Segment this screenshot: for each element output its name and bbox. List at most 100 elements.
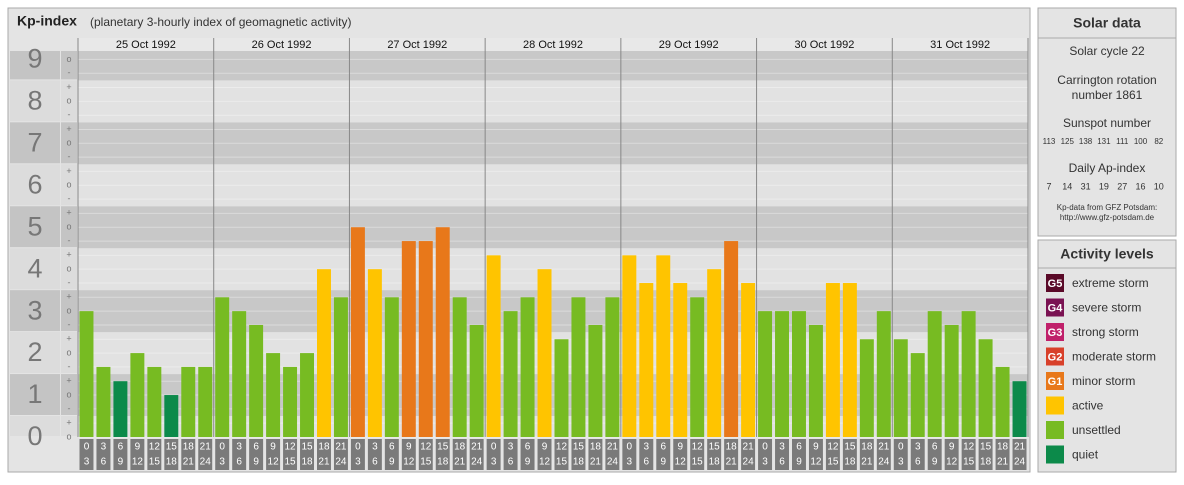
- date-label: 29 Oct 1992: [659, 39, 719, 51]
- y-minor-cell: [61, 290, 77, 332]
- bar: [266, 353, 281, 437]
- sunspot-number: 82: [1154, 137, 1163, 146]
- hour-label: 6: [796, 442, 802, 453]
- y-minor-label: o: [66, 222, 71, 232]
- hour-label: 18: [997, 442, 1009, 453]
- legend-swatch: [1046, 323, 1064, 341]
- bar: [554, 339, 569, 437]
- hour-label: 15: [573, 442, 585, 453]
- hour-box: [503, 439, 518, 470]
- hour-label: 18: [709, 457, 721, 468]
- hour-label: 12: [132, 457, 144, 468]
- hour-box: [249, 439, 264, 470]
- y-tick-label: 3: [27, 295, 42, 325]
- hour-label: 15: [420, 457, 432, 468]
- sunspot-number: 131: [1097, 137, 1111, 146]
- sunspot-number: 111: [1116, 137, 1129, 146]
- y-minor-label: +: [66, 418, 71, 428]
- legend-label: extreme storm: [1072, 276, 1149, 290]
- y-minor-label: -: [68, 193, 71, 203]
- hour-box: [995, 439, 1010, 470]
- legend-label: active: [1072, 399, 1104, 413]
- hour-label: 24: [1014, 457, 1026, 468]
- bar: [893, 339, 908, 437]
- hour-label: 21: [335, 442, 347, 453]
- solar-panel: [1037, 7, 1177, 237]
- hour-box: [367, 439, 382, 470]
- y-minor-label: -: [68, 319, 71, 329]
- hour-label: 0: [355, 442, 361, 453]
- hour-box: [876, 439, 891, 470]
- y-label-cell: [10, 374, 60, 416]
- hour-label: 21: [200, 442, 212, 453]
- bar: [130, 353, 145, 437]
- hour-label: 9: [406, 442, 412, 453]
- legend-code: G4: [1048, 302, 1064, 314]
- hour-box: [741, 439, 756, 470]
- hour-label: 12: [946, 457, 958, 468]
- legend-swatch: [1046, 445, 1064, 464]
- bar: [520, 297, 535, 437]
- hour-label: 3: [219, 457, 225, 468]
- ap-index: 19: [1099, 181, 1109, 191]
- hour-label: 24: [607, 457, 619, 468]
- hour-box: [333, 439, 348, 470]
- hour-label: 24: [471, 457, 483, 468]
- y-label-cell: [10, 416, 60, 436]
- bar: [537, 269, 552, 437]
- hour-label: 0: [898, 442, 904, 453]
- hour-box: [96, 439, 111, 470]
- solar-title: Solar data: [1073, 15, 1141, 31]
- bar: [673, 283, 688, 437]
- legend-swatch: [1046, 372, 1064, 390]
- y-minor-label: -: [68, 277, 71, 287]
- y-tick-label: 2: [27, 337, 42, 367]
- hour-label: 12: [963, 442, 975, 453]
- date-label: 27 Oct 1992: [387, 39, 447, 51]
- sunspot-title: Sunspot number: [1063, 116, 1151, 130]
- bar: [927, 311, 942, 437]
- bar: [775, 311, 789, 437]
- carrington: number 1861: [1072, 88, 1143, 102]
- hour-label: 12: [284, 442, 296, 453]
- hour-label: 3: [898, 457, 904, 468]
- hour-label: 12: [420, 442, 432, 453]
- date-label: 31 Oct 1992: [930, 39, 990, 51]
- band: [78, 248, 1028, 291]
- hour-box: [944, 439, 959, 470]
- y-minor-label: -: [68, 403, 71, 413]
- ap-title: Daily Ap-index: [1069, 161, 1146, 175]
- hour-label: 12: [403, 457, 415, 468]
- hour-label: 21: [183, 457, 195, 468]
- hour-label: 18: [980, 457, 992, 468]
- legend-label: severe storm: [1072, 301, 1141, 315]
- hour-label: 0: [627, 442, 633, 453]
- hour-label: 6: [236, 457, 242, 468]
- y-minor-cell: [61, 164, 77, 206]
- bar: [232, 311, 247, 437]
- hour-box: [198, 439, 213, 470]
- hour-box: [300, 439, 314, 470]
- hour-label: 0: [491, 442, 497, 453]
- legend-label: unsettled: [1072, 423, 1121, 437]
- y-minor-cell: [61, 51, 77, 80]
- hour-label: 0: [84, 442, 90, 453]
- legend-swatch: [1046, 298, 1064, 317]
- hour-label: 18: [861, 442, 873, 453]
- hour-box: [181, 439, 196, 470]
- bar: [215, 297, 230, 437]
- y-minor-label: +: [66, 292, 71, 302]
- title-bar: [9, 9, 1029, 36]
- hour-box: [537, 439, 552, 470]
- hour-label: 3: [915, 442, 921, 453]
- source: Kp-data from GFZ Potsdam:: [1057, 203, 1157, 212]
- hour-label: 3: [627, 457, 633, 468]
- hour-label: 24: [878, 457, 890, 468]
- hour-label: 6: [525, 442, 531, 453]
- carrington: Carrington rotation: [1057, 73, 1156, 87]
- hour-label: 6: [932, 442, 938, 453]
- hour-label: 21: [607, 442, 619, 453]
- sunspot-number: 138: [1079, 137, 1093, 146]
- hour-box: [418, 439, 433, 470]
- legend-swatch: [1046, 396, 1064, 415]
